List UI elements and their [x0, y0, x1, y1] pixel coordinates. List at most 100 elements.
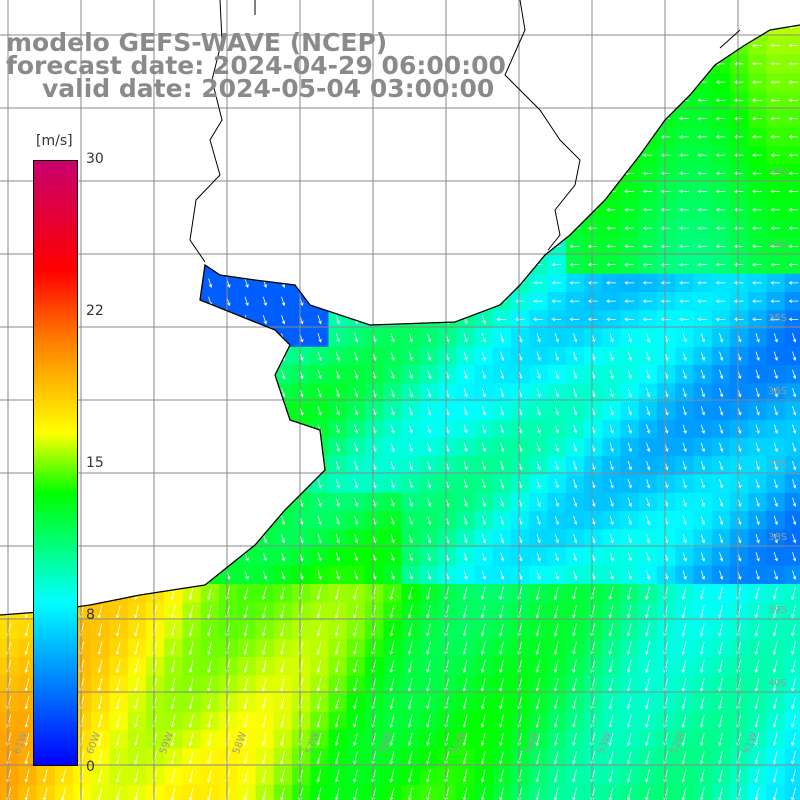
wind-arrow [752, 262, 762, 267]
speed-cell [784, 383, 800, 403]
wind-arrow [244, 95, 249, 106]
wind-arrow [480, 751, 486, 765]
wind-arrow [463, 260, 468, 270]
wind-arrow [390, 387, 395, 398]
wind-arrow [535, 769, 541, 783]
wind-arrow [25, 132, 30, 143]
wind-arrow [171, 369, 176, 380]
wind-arrow [624, 116, 635, 121]
wind-arrow [645, 696, 650, 710]
wind-arrow [389, 586, 395, 601]
wind-arrow [171, 4, 176, 15]
speed-cell [638, 693, 658, 713]
wind-arrow [718, 641, 723, 656]
wind-arrow [281, 41, 286, 51]
wind-arrow [533, 116, 543, 121]
wind-arrow [390, 241, 395, 252]
speed-cell [438, 766, 457, 786]
wind-arrow [755, 442, 760, 453]
wind-arrow [500, 497, 505, 508]
wind-arrow [536, 406, 541, 416]
wind-arrow [733, 189, 744, 194]
speed-cell [419, 638, 439, 658]
wind-arrow [208, 552, 213, 562]
speed-cell [237, 766, 257, 786]
wind-arrow [500, 552, 505, 562]
wind-arrow [427, 351, 432, 362]
wind-arrow [317, 77, 322, 88]
wind-arrow [170, 714, 176, 729]
wind-arrow [752, 80, 762, 84]
speed-cell [748, 675, 768, 695]
wind-arrow [354, 223, 359, 234]
wind-arrow [189, 479, 194, 489]
wind-arrow [463, 41, 468, 51]
wind-arrow [609, 387, 614, 398]
speed-cell [419, 766, 439, 786]
wind-arrow [551, 135, 562, 139]
speed-cell [657, 602, 676, 622]
wind-arrow [189, 442, 194, 453]
wind-arrow [98, 424, 103, 435]
wind-arrow [533, 153, 543, 157]
wind-arrow [773, 387, 778, 398]
speed-cell [0, 748, 19, 768]
wind-arrow [553, 787, 559, 800]
wind-arrow [626, 586, 632, 601]
wind-arrow [463, 424, 468, 435]
wind-arrow [682, 460, 687, 471]
speed-cell [474, 620, 494, 640]
wind-arrow [587, 43, 598, 48]
wind-arrow [481, 515, 486, 526]
wind-arrow [572, 751, 577, 765]
speed-cell [456, 693, 476, 713]
wind-arrow [733, 208, 744, 212]
wind-arrow [772, 586, 778, 601]
wind-arrow [719, 533, 724, 544]
speed-cell [474, 766, 494, 786]
speed-cell [383, 620, 403, 640]
wind-arrow [262, 132, 267, 142]
speed-cell [584, 766, 603, 786]
wind-arrow [770, 317, 781, 322]
speed-cell [365, 766, 384, 786]
wind-arrow [135, 406, 140, 416]
wind-arrow [24, 787, 30, 800]
wind-arrow [426, 641, 431, 656]
wind-arrow [627, 387, 632, 398]
wind-arrow [752, 116, 762, 121]
wind-arrow [334, 605, 340, 619]
wind-arrow [569, 116, 580, 121]
wind-arrow [514, 189, 525, 194]
wind-arrow [500, 424, 505, 435]
wind-arrow [98, 479, 103, 489]
speed-cell [492, 638, 512, 658]
wind-arrow [770, 43, 781, 48]
wind-arrow [496, 116, 507, 121]
wind-arrow [627, 497, 632, 507]
wind-arrow [390, 424, 395, 435]
speed-cell [310, 675, 330, 695]
speed-cell [711, 766, 731, 786]
wind-arrow [770, 62, 781, 66]
wind-arrow [244, 260, 249, 270]
wind-arrow [772, 623, 778, 637]
wind-arrow [134, 623, 139, 637]
wind-arrow [679, 7, 689, 11]
wind-arrow [43, 22, 48, 33]
wind-arrow [642, 153, 653, 157]
wind-arrow [427, 187, 432, 197]
wind-arrow [773, 442, 778, 453]
wind-arrow [243, 605, 249, 619]
wind-arrow [733, 80, 744, 84]
wind-arrow [261, 714, 267, 729]
wind-arrow [335, 479, 340, 489]
wind-arrow [98, 59, 103, 70]
wind-arrow [792, 406, 797, 416]
wind-arrow [244, 497, 249, 508]
speed-cell [164, 748, 184, 768]
wind-arrow [719, 406, 724, 416]
wind-arrow [660, 262, 671, 267]
wind-arrow [189, 95, 194, 106]
wind-arrow [25, 223, 30, 234]
